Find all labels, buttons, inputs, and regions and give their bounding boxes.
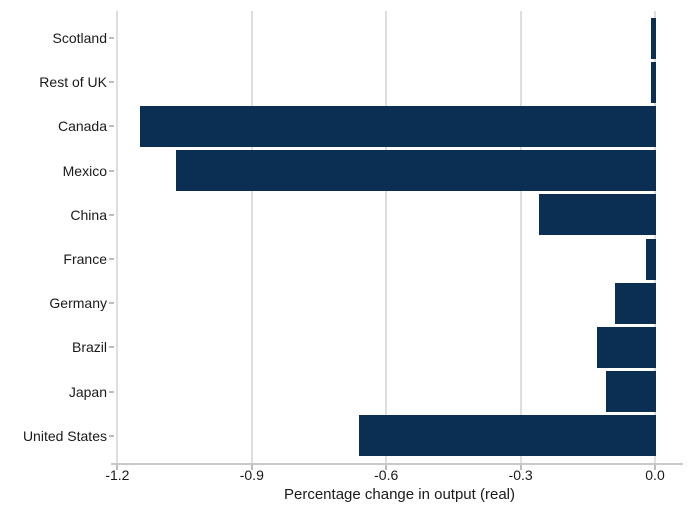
x-axis-tick (250, 465, 253, 470)
x-axis-tick (385, 465, 388, 470)
y-axis-tick (109, 390, 114, 393)
gridline (654, 11, 656, 463)
x-axis-tick-label: -0.9 (239, 467, 264, 483)
gridline (116, 11, 119, 463)
y-axis-label: United States (22, 427, 107, 444)
x-axis-tick-label: 0.0 (645, 467, 665, 483)
y-axis-label: Mexico (62, 162, 107, 179)
y-axis-label: China (70, 206, 107, 223)
y-axis-label: Japan (68, 383, 107, 400)
y-axis-tick (109, 434, 114, 437)
bar-brazil (596, 326, 657, 368)
x-axis-title: Percentage change in output (real) (284, 486, 515, 503)
x-axis-tick (654, 465, 656, 470)
bar-rest-of-uk (650, 61, 657, 103)
x-axis-tick-label: -0.3 (508, 467, 533, 483)
gridline (385, 11, 388, 463)
y-axis-tick (109, 125, 114, 128)
x-axis-line (111, 463, 683, 465)
bar-france (646, 238, 657, 280)
y-axis-tick (109, 258, 114, 260)
y-axis-label: Brazil (71, 339, 107, 356)
y-axis-label: France (63, 251, 107, 267)
y-axis-tick (109, 81, 114, 84)
x-axis-tick-label: -0.6 (374, 467, 399, 483)
y-axis-label: Rest of UK (39, 74, 107, 91)
y-axis-label: Canada (57, 118, 107, 135)
x-axis-tick-label: -1.2 (105, 467, 130, 483)
bar-canada (139, 105, 657, 147)
y-axis-tick (109, 346, 114, 349)
bar-china (538, 194, 657, 236)
bar-germany (614, 282, 657, 324)
y-axis-label: Germany (49, 295, 107, 312)
y-axis-tick (109, 213, 114, 216)
gridline (250, 11, 253, 463)
y-axis-tick (109, 302, 114, 305)
x-axis-tick (519, 465, 522, 470)
y-axis-tick (109, 37, 114, 39)
bar-japan (605, 371, 657, 413)
gridline (519, 11, 522, 463)
y-axis-label: Scotland (52, 30, 107, 46)
bar-scotland (650, 17, 657, 59)
x-axis-tick (116, 465, 119, 470)
bar-united-states (359, 415, 657, 457)
y-axis-tick (109, 169, 114, 172)
bar-mexico (175, 150, 657, 192)
